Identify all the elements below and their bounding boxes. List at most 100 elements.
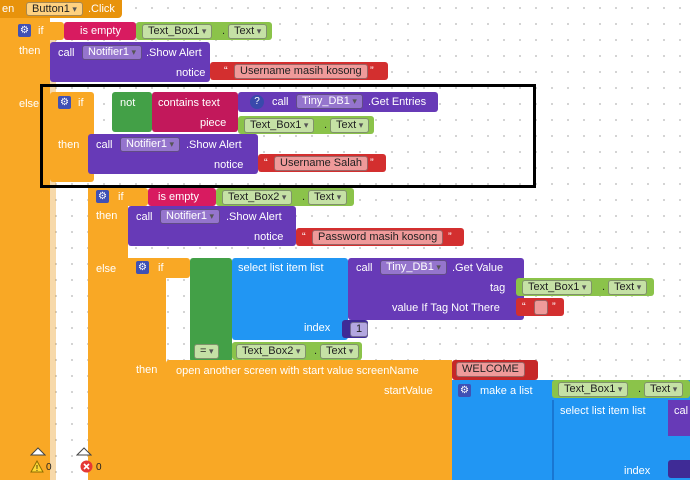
component-dropdown-textbox2[interactable]: Text_Box2 xyxy=(222,190,293,205)
tinydb-get-entries-block[interactable]: ? call Tiny_DB1 .Get Entries xyxy=(238,92,438,112)
equals-compare-block[interactable]: = xyxy=(190,258,232,362)
help-icon[interactable]: ? xyxy=(250,95,264,109)
gear-icon[interactable]: ⚙ xyxy=(136,261,149,274)
gear-icon[interactable]: ⚙ xyxy=(18,24,31,37)
number-block-index[interactable]: 1 xyxy=(342,320,369,338)
call-label: call xyxy=(136,211,153,223)
collapse-warnings-arrow-icon[interactable] xyxy=(29,446,47,456)
if-block-1-header[interactable]: ⚙ if xyxy=(14,22,64,40)
event-header[interactable]: en Button1 .Click xyxy=(0,0,122,18)
text-block-empty-string[interactable]: “ ” xyxy=(516,298,564,316)
number-block-cutoff[interactable] xyxy=(668,460,690,478)
contains-text-label: contains text xyxy=(158,97,220,109)
collapse-errors-arrow-icon[interactable] xyxy=(75,446,93,456)
component-dropdown-textbox1[interactable]: Text_Box1 xyxy=(142,24,213,39)
if-label: if xyxy=(38,25,44,37)
text-value-username-empty[interactable]: Username masih kosong xyxy=(234,64,368,79)
open-another-screen-block[interactable]: open another screen with start value scr… xyxy=(166,360,452,480)
start-value-label: startValue xyxy=(384,385,433,397)
textbox1-text-getter[interactable]: Text_Box1 . Text xyxy=(552,380,690,398)
textbox1-text-getter[interactable]: Text_Box1 . Text xyxy=(516,278,654,296)
textbox2-text-getter[interactable]: Text_Box2 . Text xyxy=(232,342,362,360)
show-alert-block-3[interactable]: call Notifier1 .Show Alert notice xyxy=(128,206,296,246)
component-dropdown-button1[interactable]: Button1 xyxy=(26,2,83,16)
else-label-2: else xyxy=(58,191,79,203)
text-value-username-wrong[interactable]: Username Salah xyxy=(274,156,368,171)
gear-icon[interactable]: ⚙ xyxy=(58,96,71,109)
gear-icon[interactable]: ⚙ xyxy=(96,190,109,203)
select-list-item-label: select list item list xyxy=(238,262,324,274)
make-a-list-label: make a list xyxy=(480,385,533,397)
then-label-4: then xyxy=(136,364,158,376)
property-dropdown-text[interactable]: Text xyxy=(308,190,348,205)
notice-label: notice xyxy=(214,159,244,171)
text-block-password-empty[interactable]: “ Password masih kosong ” xyxy=(296,228,464,246)
call-label-cutoff: cal xyxy=(674,405,689,417)
index-label: index xyxy=(624,465,651,477)
event-body-left-edge xyxy=(0,18,14,480)
component-dropdown-textbox1[interactable]: Text_Box1 xyxy=(244,118,315,133)
is-empty-label: is empty xyxy=(158,191,199,203)
show-alert-method-label: .Show Alert xyxy=(226,211,282,223)
if-block-4-spine[interactable] xyxy=(128,258,166,480)
index-label: index xyxy=(304,322,331,334)
is-empty-block-1[interactable]: is empty xyxy=(64,22,136,40)
select-list-item-block-1[interactable]: select list item list index xyxy=(232,258,348,340)
component-dropdown-notifier1[interactable]: Notifier1 xyxy=(160,209,220,224)
gear-icon[interactable]: ⚙ xyxy=(458,384,471,397)
not-block[interactable]: not xyxy=(112,92,152,132)
component-dropdown-textbox1[interactable]: Text_Box1 xyxy=(522,280,593,295)
text-value-password-empty[interactable]: Password masih kosong xyxy=(312,230,444,245)
warning-icon[interactable]: ! xyxy=(30,459,44,473)
if-label: if xyxy=(118,191,124,203)
text-block-welcome[interactable]: WELCOME xyxy=(452,360,538,380)
textbox1-text-getter[interactable]: Text_Box1 . Text xyxy=(238,116,374,134)
if-block-3-header[interactable]: ⚙ if xyxy=(88,188,148,206)
text-block-username-wrong[interactable]: “ Username Salah ” xyxy=(258,154,386,172)
warning-count: 0 xyxy=(46,462,52,473)
component-dropdown-textbox1[interactable]: Text_Box1 xyxy=(558,382,629,397)
if-block-2[interactable]: ⚙ if then xyxy=(50,92,94,182)
contains-text-block[interactable]: contains text piece xyxy=(152,92,238,132)
compare-operator-dropdown[interactable]: = xyxy=(194,344,220,359)
textbox2-text-getter[interactable]: Text_Box2 . Text xyxy=(216,188,354,206)
event-click-label: .Click xyxy=(88,3,115,15)
property-dropdown-text[interactable]: Text xyxy=(330,118,370,133)
not-label: not xyxy=(120,97,136,109)
error-icon[interactable] xyxy=(80,460,93,473)
if-block-3-spine[interactable] xyxy=(88,188,128,480)
property-dropdown-text[interactable]: Text xyxy=(320,344,360,359)
component-dropdown-notifier1[interactable]: Notifier1 xyxy=(82,45,142,60)
property-dropdown-text[interactable]: Text xyxy=(228,24,268,39)
component-dropdown-notifier1[interactable]: Notifier1 xyxy=(120,137,180,152)
component-dropdown-tinydb1[interactable]: Tiny_DB1 xyxy=(296,94,363,109)
if-block-4-header[interactable]: ⚙ if xyxy=(128,258,190,278)
component-dropdown-tinydb1[interactable]: Tiny_DB1 xyxy=(380,260,447,275)
get-value-method-label: .Get Value xyxy=(452,262,504,274)
select-list-item-block-2[interactable]: select list item list index xyxy=(552,400,672,480)
show-alert-block-1[interactable]: call Notifier1 .Show Alert notice xyxy=(50,42,210,82)
then-label-2: then xyxy=(58,139,80,151)
select-list-item-label: select list item list xyxy=(560,405,646,417)
else-label-3: else xyxy=(96,263,117,275)
get-entries-method-label: .Get Entries xyxy=(368,96,427,108)
is-empty-label: is empty xyxy=(80,25,121,37)
call-label: call xyxy=(356,262,373,274)
notice-label: notice xyxy=(176,67,206,79)
text-value-empty[interactable] xyxy=(534,300,548,315)
highlight-box xyxy=(40,84,536,188)
if-block-1-spine[interactable] xyxy=(14,18,50,480)
text-value-welcome[interactable]: WELCOME xyxy=(456,362,525,377)
property-dropdown-text[interactable]: Text xyxy=(608,280,648,295)
text-block-username-empty[interactable]: “ Username masih kosong ” xyxy=(210,62,388,80)
is-empty-block-2[interactable]: is empty xyxy=(148,188,216,206)
tinydb-get-value-block[interactable]: call Tiny_DB1 .Get Value tag value If Ta… xyxy=(348,258,524,320)
property-dropdown-text[interactable]: Text xyxy=(644,382,684,397)
number-value-1[interactable]: 1 xyxy=(350,322,369,337)
call-label: call xyxy=(96,139,113,151)
notice-label: notice xyxy=(254,231,284,243)
textbox1-text-getter[interactable]: Text_Box1 . Text xyxy=(136,22,272,40)
show-alert-block-2[interactable]: call Notifier1 .Show Alert notice xyxy=(88,134,258,174)
tinydb-call-block-cutoff[interactable]: cal xyxy=(668,400,690,436)
component-dropdown-textbox2[interactable]: Text_Box2 xyxy=(236,344,307,359)
